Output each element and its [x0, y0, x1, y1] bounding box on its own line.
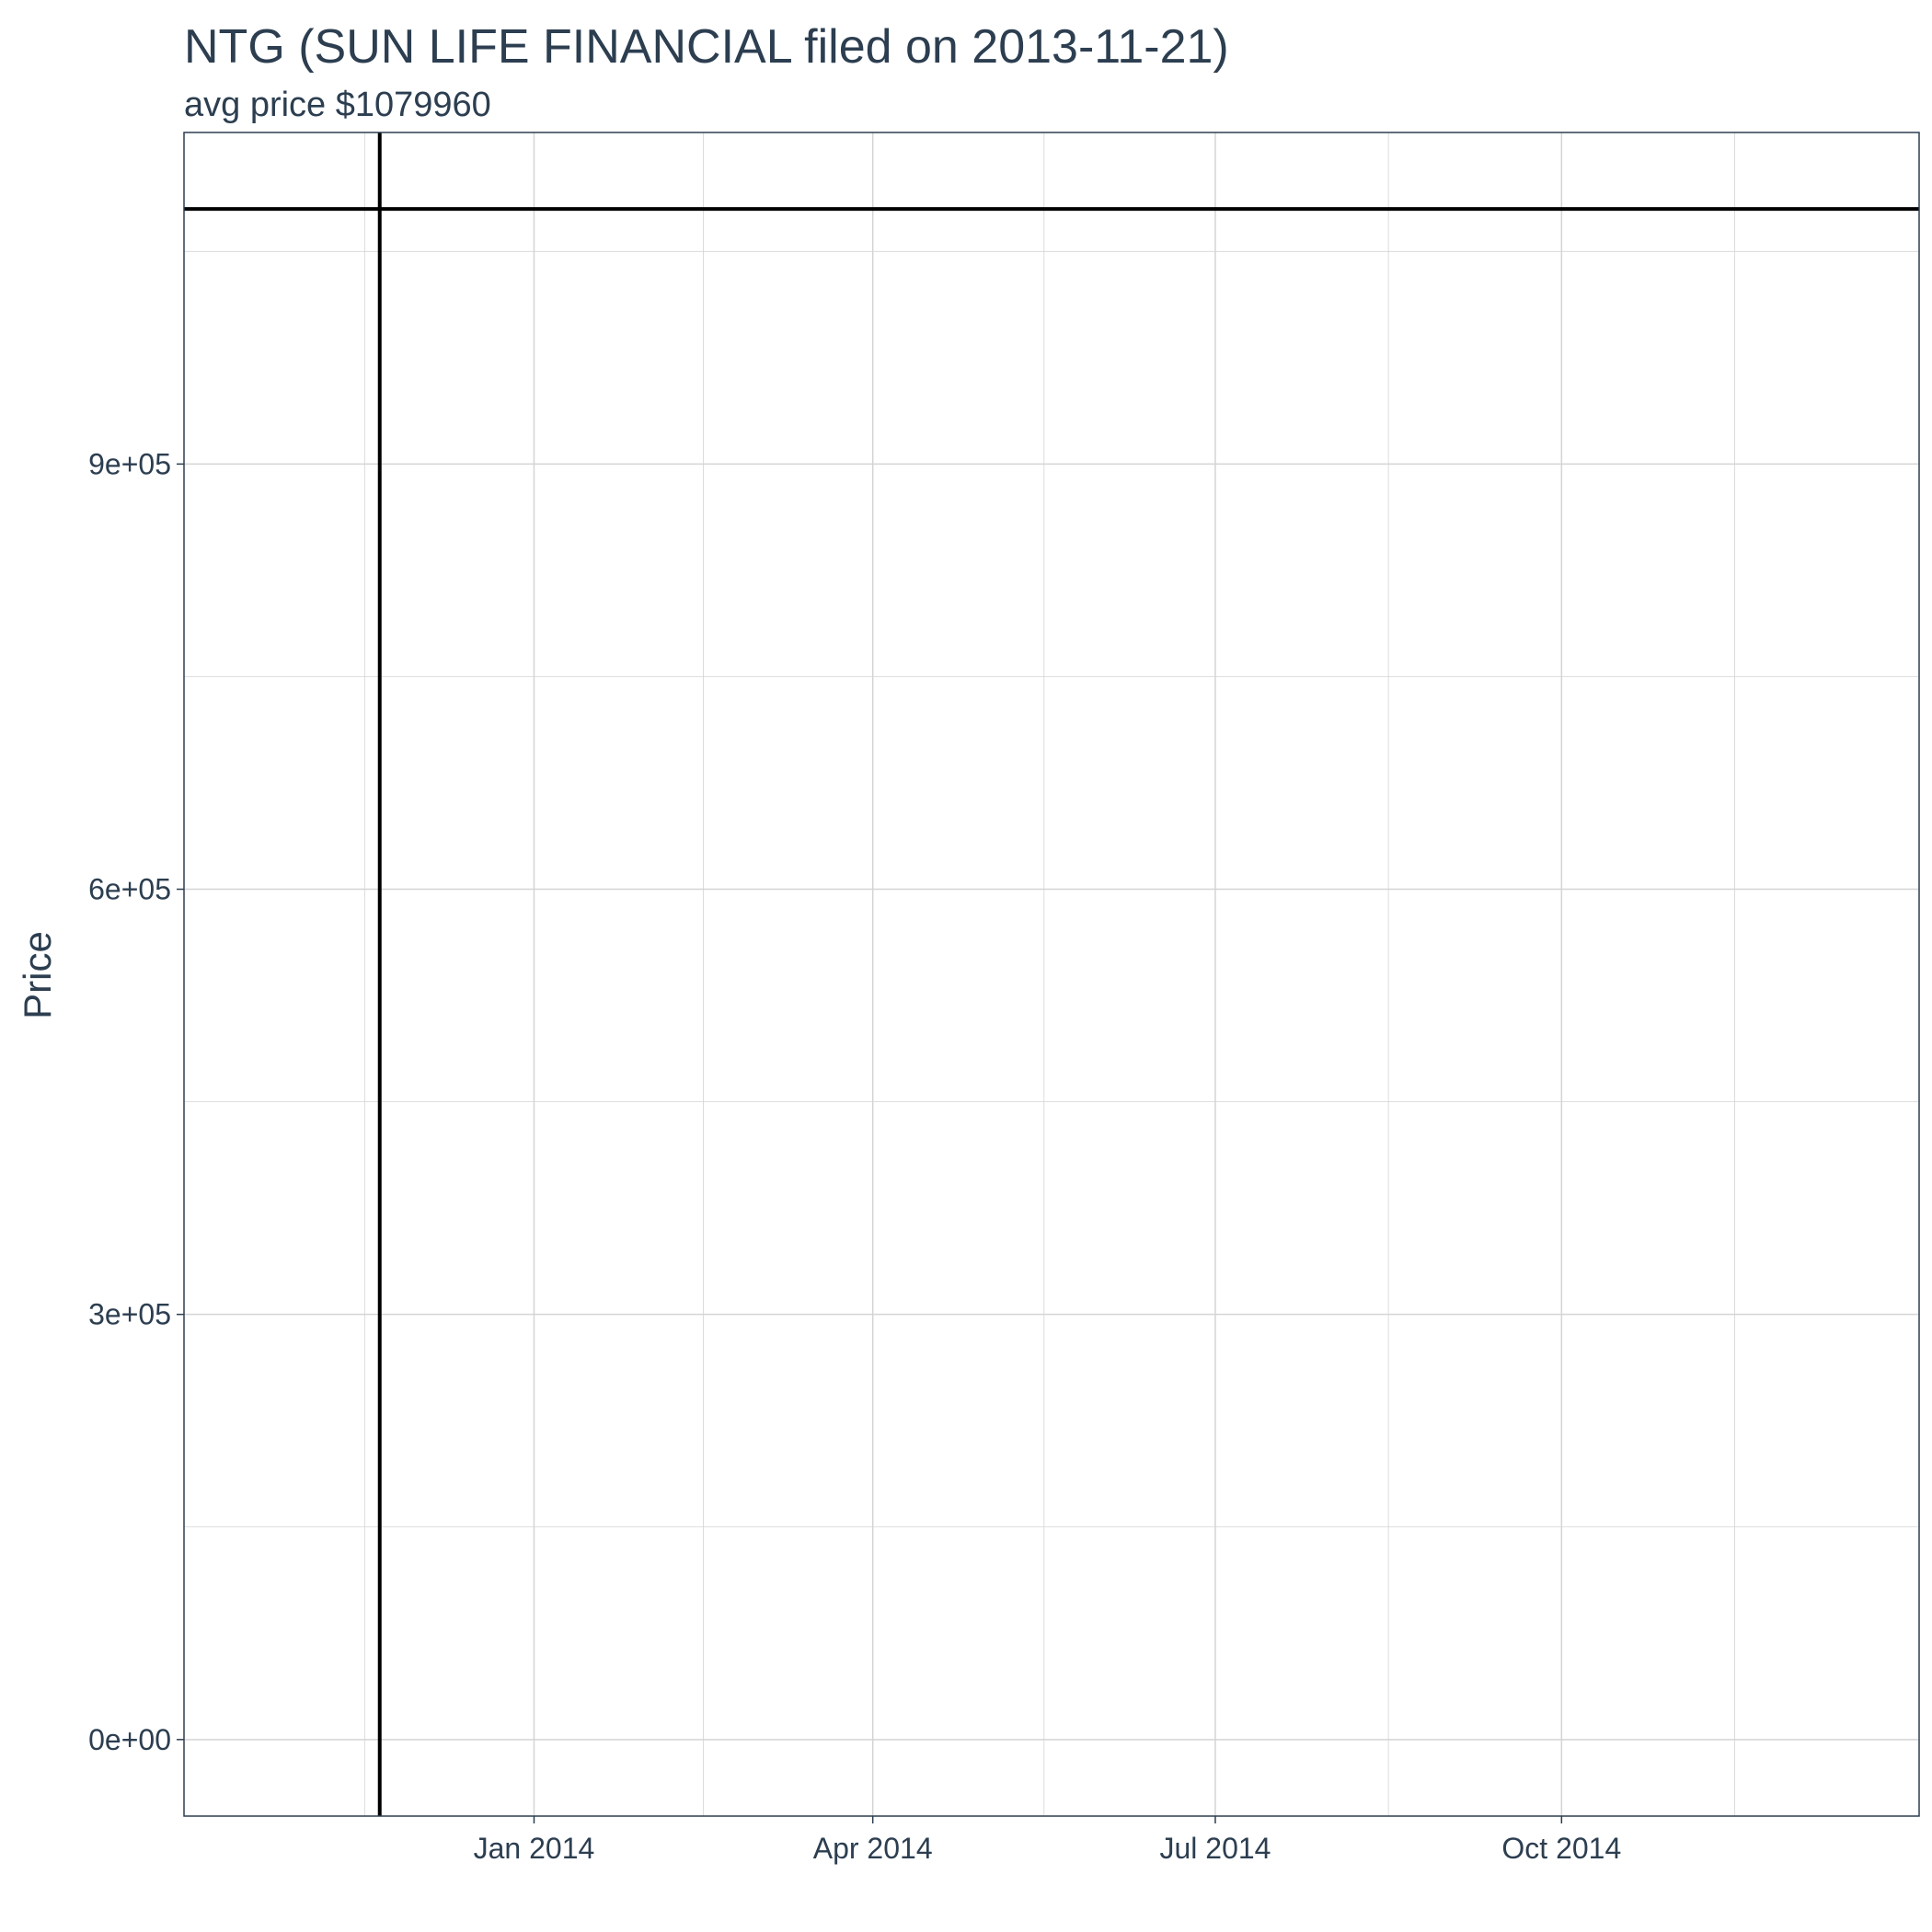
y-tick-label: 6e+05	[88, 873, 171, 906]
y-axis-label: Price	[16, 931, 59, 1019]
panel-border	[183, 132, 1920, 1817]
major-gridlines	[184, 132, 1919, 1816]
x-axis-ticks: Jan 2014 Apr 2014 Jul 2014 Oct 2014	[474, 1816, 1621, 1865]
x-tick-label: Jan 2014	[474, 1832, 595, 1865]
x-tick-label: Apr 2014	[813, 1832, 933, 1865]
y-tick-label: 9e+05	[88, 447, 171, 480]
chart-subtitle: avg price $1079960	[184, 86, 491, 124]
y-axis-ticks: 0e+00 3e+05 6e+05 9e+05	[88, 447, 184, 1756]
y-tick-label: 0e+00	[88, 1723, 171, 1756]
y-tick-label: 3e+05	[88, 1298, 171, 1331]
x-tick-label: Oct 2014	[1501, 1832, 1621, 1865]
minor-gridlines	[184, 132, 1919, 1816]
x-tick-label: Jul 2014	[1159, 1832, 1271, 1865]
chart-title: NTG (SUN LIFE FINANCIAL filed on 2013-11…	[184, 20, 1229, 74]
